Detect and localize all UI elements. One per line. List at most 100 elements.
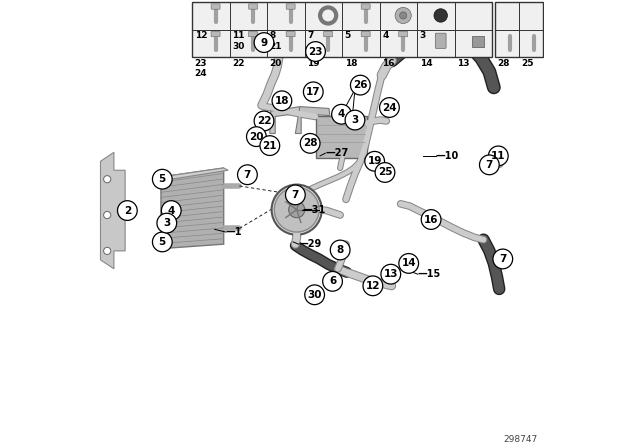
Circle shape [375, 163, 395, 182]
Text: 22: 22 [232, 59, 244, 68]
Text: —27: —27 [325, 148, 349, 158]
Circle shape [332, 104, 351, 124]
FancyBboxPatch shape [495, 2, 543, 57]
FancyBboxPatch shape [435, 33, 446, 48]
FancyBboxPatch shape [211, 31, 220, 37]
Text: —10: —10 [436, 151, 459, 161]
Text: 5: 5 [159, 237, 166, 247]
Text: 8: 8 [337, 245, 344, 255]
Circle shape [260, 136, 280, 155]
Text: 3: 3 [163, 218, 170, 228]
FancyBboxPatch shape [286, 31, 295, 37]
Text: 5: 5 [345, 31, 351, 40]
Text: —15: —15 [418, 269, 441, 279]
Circle shape [306, 42, 325, 61]
Text: —29: —29 [298, 239, 322, 249]
Circle shape [381, 264, 401, 284]
Circle shape [488, 146, 508, 166]
Circle shape [152, 232, 172, 252]
Circle shape [246, 127, 266, 146]
FancyBboxPatch shape [324, 31, 333, 37]
Text: 25: 25 [378, 168, 392, 177]
Text: 14: 14 [420, 59, 432, 68]
Circle shape [300, 134, 320, 153]
Text: 30: 30 [307, 290, 322, 300]
Text: 12: 12 [365, 281, 380, 291]
Text: 26: 26 [353, 80, 367, 90]
Text: 18: 18 [345, 59, 357, 68]
Text: 19: 19 [307, 59, 320, 68]
Circle shape [399, 12, 407, 19]
Text: —1: —1 [226, 227, 243, 237]
Text: 13: 13 [383, 269, 398, 279]
FancyBboxPatch shape [211, 4, 220, 9]
Text: 18: 18 [275, 96, 289, 106]
Circle shape [161, 201, 181, 220]
Text: 7: 7 [292, 190, 299, 200]
Text: 20: 20 [249, 132, 264, 142]
Circle shape [399, 254, 419, 273]
Text: 4: 4 [168, 206, 175, 215]
Circle shape [330, 240, 350, 260]
Circle shape [345, 110, 365, 130]
Text: 22: 22 [257, 116, 271, 126]
Text: 12: 12 [195, 31, 207, 40]
Polygon shape [100, 152, 125, 269]
Text: 9: 9 [260, 38, 268, 47]
Text: 17: 17 [306, 87, 321, 97]
Circle shape [365, 151, 385, 171]
Text: 23
24: 23 24 [195, 59, 207, 78]
Text: 2: 2 [124, 206, 131, 215]
Text: 4: 4 [338, 109, 345, 119]
Circle shape [118, 201, 137, 220]
Circle shape [479, 155, 499, 175]
Text: 14: 14 [401, 258, 416, 268]
Circle shape [104, 211, 111, 219]
Text: 16: 16 [424, 215, 438, 224]
Text: 16: 16 [382, 59, 395, 68]
Text: 13: 13 [457, 59, 470, 68]
Circle shape [305, 285, 324, 305]
Text: 3: 3 [420, 31, 426, 40]
Circle shape [493, 249, 513, 269]
Circle shape [254, 33, 274, 52]
Circle shape [104, 176, 111, 183]
Polygon shape [161, 168, 228, 180]
Circle shape [237, 165, 257, 185]
Text: 24: 24 [382, 103, 397, 112]
Text: 21: 21 [262, 141, 277, 151]
FancyBboxPatch shape [248, 4, 257, 9]
Circle shape [380, 98, 399, 117]
FancyBboxPatch shape [361, 4, 370, 9]
FancyBboxPatch shape [248, 31, 257, 37]
Circle shape [271, 185, 322, 235]
FancyBboxPatch shape [316, 116, 367, 158]
FancyBboxPatch shape [361, 31, 370, 37]
FancyBboxPatch shape [96, 0, 544, 448]
FancyBboxPatch shape [399, 31, 408, 37]
Text: 23: 23 [308, 47, 323, 56]
Circle shape [421, 210, 441, 229]
Circle shape [434, 9, 447, 22]
Text: 25: 25 [521, 59, 534, 68]
Text: 20: 20 [269, 59, 282, 68]
Text: —31: —31 [302, 205, 325, 215]
Text: 4: 4 [382, 31, 388, 40]
Circle shape [152, 169, 172, 189]
Circle shape [351, 75, 370, 95]
Text: 11
30: 11 30 [232, 31, 244, 51]
Text: 28: 28 [497, 59, 509, 68]
Circle shape [285, 185, 305, 205]
Text: 7: 7 [499, 254, 506, 264]
Circle shape [395, 8, 412, 24]
Text: 11: 11 [491, 151, 506, 161]
Circle shape [323, 271, 342, 291]
Circle shape [289, 202, 305, 218]
FancyBboxPatch shape [472, 36, 484, 47]
Polygon shape [270, 107, 301, 134]
Circle shape [157, 213, 177, 233]
Text: 28: 28 [303, 138, 317, 148]
Text: 5: 5 [159, 174, 166, 184]
Polygon shape [296, 107, 330, 134]
Circle shape [492, 154, 502, 164]
